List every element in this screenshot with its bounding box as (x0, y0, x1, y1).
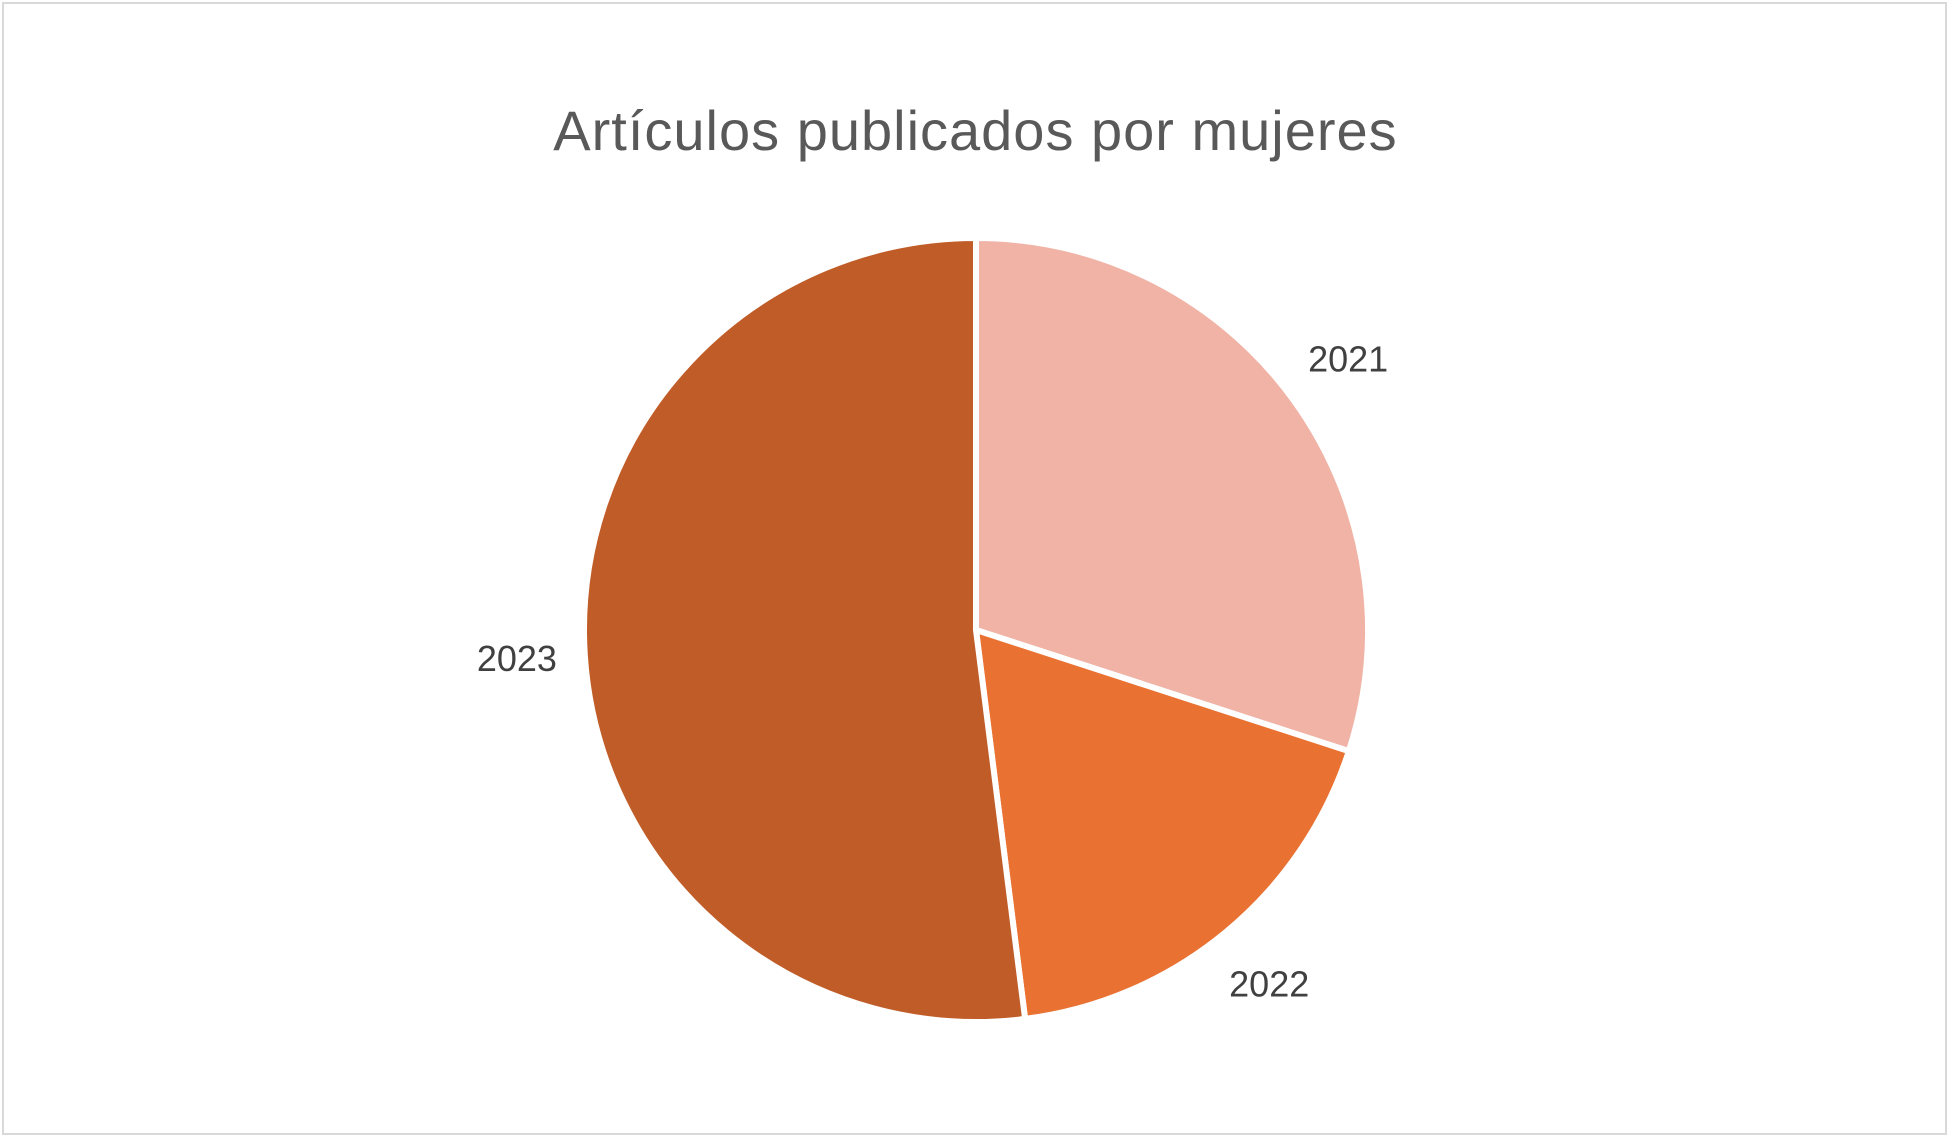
slice-label-2022: 2022 (1229, 963, 1309, 1004)
slice-label-2021: 2021 (1308, 339, 1388, 380)
chart-title: Artículos publicados por mujeres (553, 99, 1398, 162)
pie-slice-2022 (973, 627, 1352, 1022)
pie-slice-2023 (581, 235, 1029, 1025)
pie-slice-2021 (973, 235, 1371, 755)
slice-label-2023: 2023 (477, 638, 557, 679)
